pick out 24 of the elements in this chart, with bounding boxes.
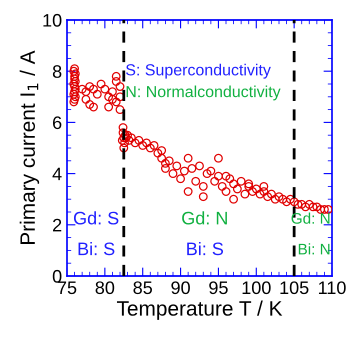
y-tick-label: 2 <box>53 218 62 232</box>
x-tick-label: 75 <box>58 282 76 294</box>
y-tick-label: 8 <box>52 65 62 78</box>
annotation: Gd: S <box>74 211 118 225</box>
x-axis-title: Temperature T / K <box>116 300 282 320</box>
annotation: Gd: N <box>182 211 227 225</box>
annotation: Bi: S <box>78 242 114 256</box>
x-tick-label: 105 <box>280 281 308 294</box>
y-tick-label: 6 <box>53 116 62 130</box>
y-tick-label: 10 <box>43 14 62 27</box>
annotation: Bi: N <box>298 243 330 254</box>
y-tick-label: 0 <box>52 270 62 283</box>
annotation: Gd: N <box>292 212 330 224</box>
x-tick-label: 90 <box>171 281 190 294</box>
annotation: S: Superconductivity <box>126 64 271 79</box>
annotation: Bi: S <box>187 242 224 256</box>
annotation: N: Normalconductivity <box>126 86 281 100</box>
x-tick-label: 85 <box>133 281 152 294</box>
x-tick-label: 110 <box>318 281 346 294</box>
y-axis-title: Primary current I$_{1}$ / A <box>20 50 40 244</box>
x-tick-label: 80 <box>96 281 114 294</box>
x-tick-label: 95 <box>209 281 228 294</box>
y-tick-label: 4 <box>52 168 62 180</box>
x-tick-label: 100 <box>242 281 271 294</box>
